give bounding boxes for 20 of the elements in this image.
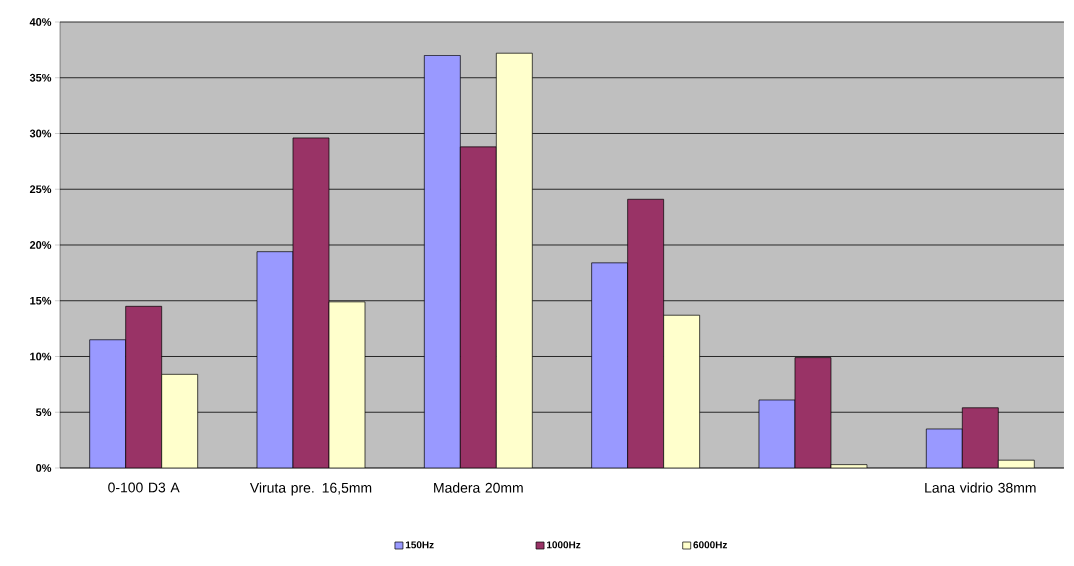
x-tick-label: Lana vidrio 38mm: [925, 482, 1036, 493]
bar: [161, 374, 198, 468]
bar: [663, 315, 700, 468]
legend-label: 6000Hz: [693, 541, 728, 549]
y-tick-label: 15%: [30, 296, 52, 305]
y-tick-label: 35%: [29, 73, 52, 82]
y-tick-label: 30%: [29, 129, 52, 138]
y-tick-label: 20%: [29, 241, 52, 249]
y-tick-label: 25%: [29, 185, 52, 194]
y-tick-label: 5%: [35, 408, 52, 417]
y-tick-label: 0%: [36, 464, 52, 472]
bar: [329, 301, 365, 468]
x-tick-label: 0-100 D3 A: [108, 482, 180, 493]
y-tick-label: 40%: [29, 18, 52, 26]
x-tick-label: Madera 20mm: [434, 482, 523, 493]
legend-label: 150Hz: [405, 541, 434, 549]
legend-label: 1000Hz: [547, 541, 581, 549]
x-tick-label: Viruta pre. 16,5mm: [249, 482, 372, 496]
y-tick-label: 10%: [30, 352, 52, 361]
bar: [496, 53, 533, 468]
